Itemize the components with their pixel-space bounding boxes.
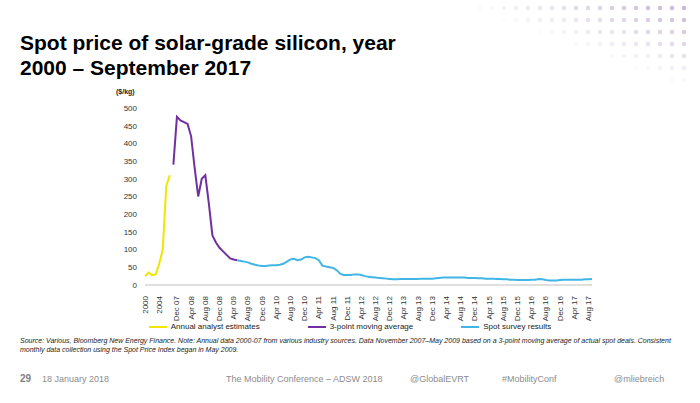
svg-text:Apr 15: Apr 15 bbox=[485, 295, 494, 319]
html-text:Spot price of solar-grade sili: Spot price of solar-grade silicon, year … bbox=[20, 31, 396, 79]
svg-text:Aug 16: Aug 16 bbox=[541, 295, 550, 321]
svg-text:Aug 10: Aug 10 bbox=[286, 295, 295, 321]
html-text:($/kg): ($/kg) bbox=[116, 88, 135, 95]
html-text:18 January 2018: 18 January 2018 bbox=[42, 374, 110, 384]
svg-text:Dec 11: Dec 11 bbox=[343, 295, 352, 320]
svg-text:200: 200 bbox=[124, 210, 138, 219]
svg-text:250: 250 bbox=[124, 192, 138, 201]
html-text:@GlobalEVRT: @GlobalEVRT bbox=[410, 374, 469, 384]
svg-text:Dec 14: Dec 14 bbox=[470, 295, 479, 321]
svg-text:Aug 12: Aug 12 bbox=[371, 295, 380, 321]
svg-text:Dec 15: Dec 15 bbox=[513, 295, 522, 321]
svg-text:Apr 11: Apr 11 bbox=[314, 295, 323, 319]
svg-text:Dec 08: Dec 08 bbox=[215, 295, 224, 321]
svg-text:Aug 15: Aug 15 bbox=[499, 295, 508, 321]
svg-text:Apr 17: Apr 17 bbox=[570, 295, 579, 319]
svg-text:Apr 12: Apr 12 bbox=[357, 295, 366, 319]
svg-text:0: 0 bbox=[133, 281, 138, 290]
svg-text:Apr 08: Apr 08 bbox=[187, 295, 196, 319]
svg-text:300: 300 bbox=[124, 175, 138, 184]
svg-text:350: 350 bbox=[124, 157, 138, 166]
svg-text:Aug 13: Aug 13 bbox=[414, 295, 423, 321]
html-text:3-point moving average: 3-point moving average bbox=[329, 322, 414, 331]
svg-text:Aug 17: Aug 17 bbox=[584, 295, 593, 321]
svg-text:400: 400 bbox=[124, 139, 138, 148]
html-text:29: 29 bbox=[20, 373, 32, 384]
html-text:Spot survey results: Spot survey results bbox=[483, 322, 552, 331]
svg-text:Dec 12: Dec 12 bbox=[385, 295, 394, 321]
svg-text:Apr 16: Apr 16 bbox=[527, 295, 536, 319]
svg-text:Dec 16: Dec 16 bbox=[556, 295, 565, 321]
svg-text:Dec 07: Dec 07 bbox=[172, 295, 181, 321]
svg-text:Aug 09: Aug 09 bbox=[243, 295, 252, 321]
svg-text:Aug 08: Aug 08 bbox=[201, 295, 210, 321]
svg-text:2004: 2004 bbox=[155, 295, 164, 313]
svg-text:Aug 14: Aug 14 bbox=[456, 295, 465, 321]
svg-text:Apr 13: Apr 13 bbox=[399, 295, 408, 319]
svg-text:Apr 14: Apr 14 bbox=[442, 295, 451, 319]
svg-text:500: 500 bbox=[124, 104, 138, 113]
html-text:Source: Various, Bloomberg New: Source: Various, Bloomberg New Energy Fi… bbox=[20, 337, 671, 353]
html-text:#MobilityConf: #MobilityConf bbox=[502, 374, 557, 384]
svg-text:Apr 09: Apr 09 bbox=[229, 295, 238, 319]
svg-text:2000: 2000 bbox=[141, 295, 150, 313]
svg-text:Dec 10: Dec 10 bbox=[300, 295, 309, 321]
svg-text:Apr 10: Apr 10 bbox=[272, 295, 281, 319]
html-text:@mliebreich: @mliebreich bbox=[614, 374, 665, 384]
svg-text:150: 150 bbox=[124, 228, 138, 237]
svg-text:450: 450 bbox=[124, 122, 138, 131]
svg-text:Dec 13: Dec 13 bbox=[428, 295, 437, 321]
svg-text:Aug 11: Aug 11 bbox=[329, 295, 338, 320]
svg-text:50: 50 bbox=[128, 263, 137, 272]
svg-text:Dec 09: Dec 09 bbox=[258, 295, 267, 321]
html-text:Annual analyst estimates: Annual analyst estimates bbox=[170, 322, 260, 331]
html-text:The Mobility Conference – ADSW: The Mobility Conference – ADSW 2018 bbox=[226, 374, 383, 384]
svg-text:100: 100 bbox=[124, 245, 138, 254]
